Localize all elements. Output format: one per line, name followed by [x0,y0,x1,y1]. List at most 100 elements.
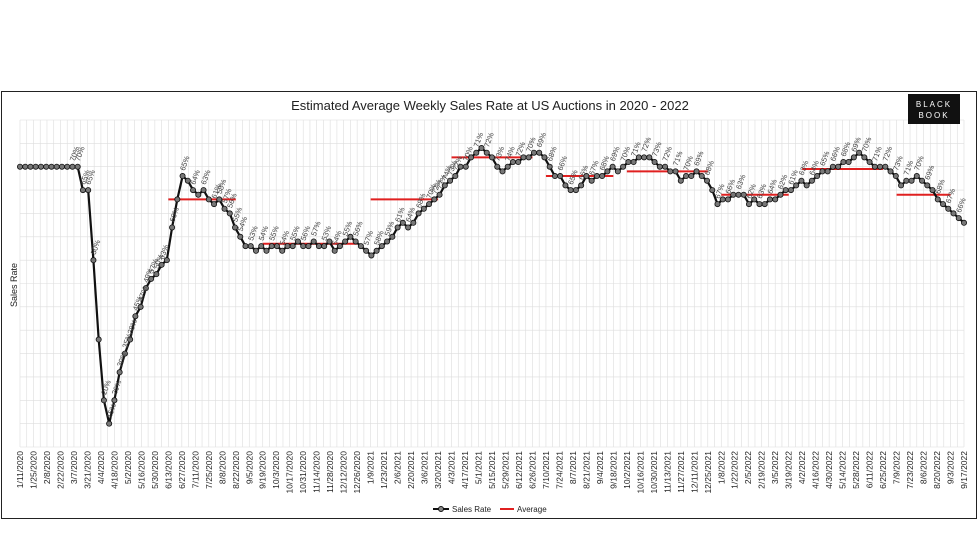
sales-rate-point [336,243,343,250]
sales-rate-point [814,173,821,180]
sales-rate-point [22,163,29,170]
x-tick-label: 5/29/2021 [500,451,510,489]
sales-rate-point [368,252,375,259]
x-tick-label: 12/12/2020 [339,451,349,494]
x-axis-tick-labels: 1/11/2020 1/25/2020 2/8/2020 2/22/2020 3/7/2… [15,451,969,494]
sales-rate-point [300,243,307,250]
x-tick-label: 4/18/2020 [109,451,119,489]
sales-rate-point [79,187,86,194]
x-tick-label: 3/20/2021 [433,451,443,489]
sales-rate-point [871,163,878,170]
x-tick-label: 9/17/2022 [959,451,969,489]
sales-rate-point [504,163,511,170]
x-tick-label: 9/3/2022 [946,451,956,484]
sales-rate-point [572,187,579,194]
sales-rate-point [326,238,333,245]
sales-rate-point [557,173,564,180]
data-label: 68% [933,178,947,195]
x-tick-label: 4/17/2021 [460,451,470,489]
chart-title: Estimated Average Weekly Sales Rate at U… [291,98,689,113]
logo-line1: BLACK [915,100,953,109]
sales-rate-point [53,163,60,170]
sales-rate-point [32,163,39,170]
x-tick-label: 11/13/2021 [662,451,672,493]
sales-rate-point [683,173,690,180]
sales-rate-point [116,369,123,376]
sales-rate-point [641,154,648,161]
x-tick-label: 12/25/2021 [703,451,713,494]
x-tick-label: 9/5/2020 [244,451,254,484]
legend: Sales Rate Average [433,505,547,514]
sales-rate-point [190,187,197,194]
x-tick-label: 1/23/2021 [379,451,389,489]
x-tick-label: 11/14/2020 [312,451,322,493]
data-label: 15% [105,402,119,419]
sales-rate-point [315,243,322,250]
x-tick-label: 5/14/2022 [838,451,848,489]
sales-rate-point [69,163,76,170]
sales-rate-point [793,182,800,189]
sales-rate-point [567,187,574,194]
sales-rate-point [919,177,926,184]
sales-rate-point [43,163,50,170]
sales-rate-point [546,163,553,170]
sales-rate-point [835,163,842,170]
sales-rate-point [263,247,270,254]
sales-rate-point [882,163,889,170]
grid [19,119,965,448]
x-tick-label: 10/16/2021 [635,451,645,494]
sales-rate-point [850,154,857,161]
sales-rate-point [163,257,170,264]
sales-rate-point [410,219,417,226]
black-book-logo: BLACK BOOK [908,94,960,124]
x-tick-label: 12/26/2020 [352,451,362,494]
sales-rate-point [121,350,128,357]
sales-rate-point [515,159,522,166]
sales-rate-point [955,215,962,222]
sales-rate-point [389,233,396,240]
data-label: 70% [860,136,874,153]
sales-rate-point [929,187,936,194]
sales-rate-point [714,201,721,208]
x-tick-label: 12/11/2021 [689,451,699,493]
x-tick-label: 5/15/2021 [487,451,497,489]
x-tick-label: 5/30/2020 [150,451,160,489]
sales-rate-point [499,168,506,175]
sales-rate-point [620,163,627,170]
sales-rate-point [478,145,485,152]
sales-rate-point [667,168,674,175]
x-tick-label: 4/30/2022 [824,451,834,489]
sales-rate-series [16,145,968,427]
x-tick-label: 8/21/2021 [581,451,591,489]
sales-rate-point [808,177,815,184]
sales-rate-point [866,159,873,166]
sales-rate-point [898,182,905,189]
sales-rate-point [698,173,705,180]
sales-rate-point [803,182,810,189]
sales-rate-point [221,205,228,212]
data-label: 66% [556,154,570,171]
sales-rate-point [394,224,401,231]
x-tick-label: 6/26/2021 [527,451,537,489]
sales-rate-point [856,149,863,156]
x-tick-label: 4/2/2022 [797,451,807,484]
sales-rate-point [363,247,370,254]
sales-rate-point [447,177,454,184]
sales-rate-point [934,196,941,203]
x-tick-label: 6/25/2022 [878,451,888,489]
sales-rate-point [452,173,459,180]
sales-rate-point [399,219,406,226]
sales-rate-point [735,191,742,198]
sales-rate-point [100,397,107,404]
sales-rate-point [578,182,585,189]
sales-rate-point [819,168,826,175]
sales-rate-point [211,201,218,208]
x-tick-label: 3/5/2022 [770,451,780,484]
sales-rate-point [436,191,443,198]
sales-rate-point [950,210,957,217]
data-label: 63% [734,173,748,190]
data-label: 63% [199,168,213,185]
sales-rate-point [384,238,391,245]
data-label: 65% [178,154,192,171]
sales-rate-point [205,196,212,203]
